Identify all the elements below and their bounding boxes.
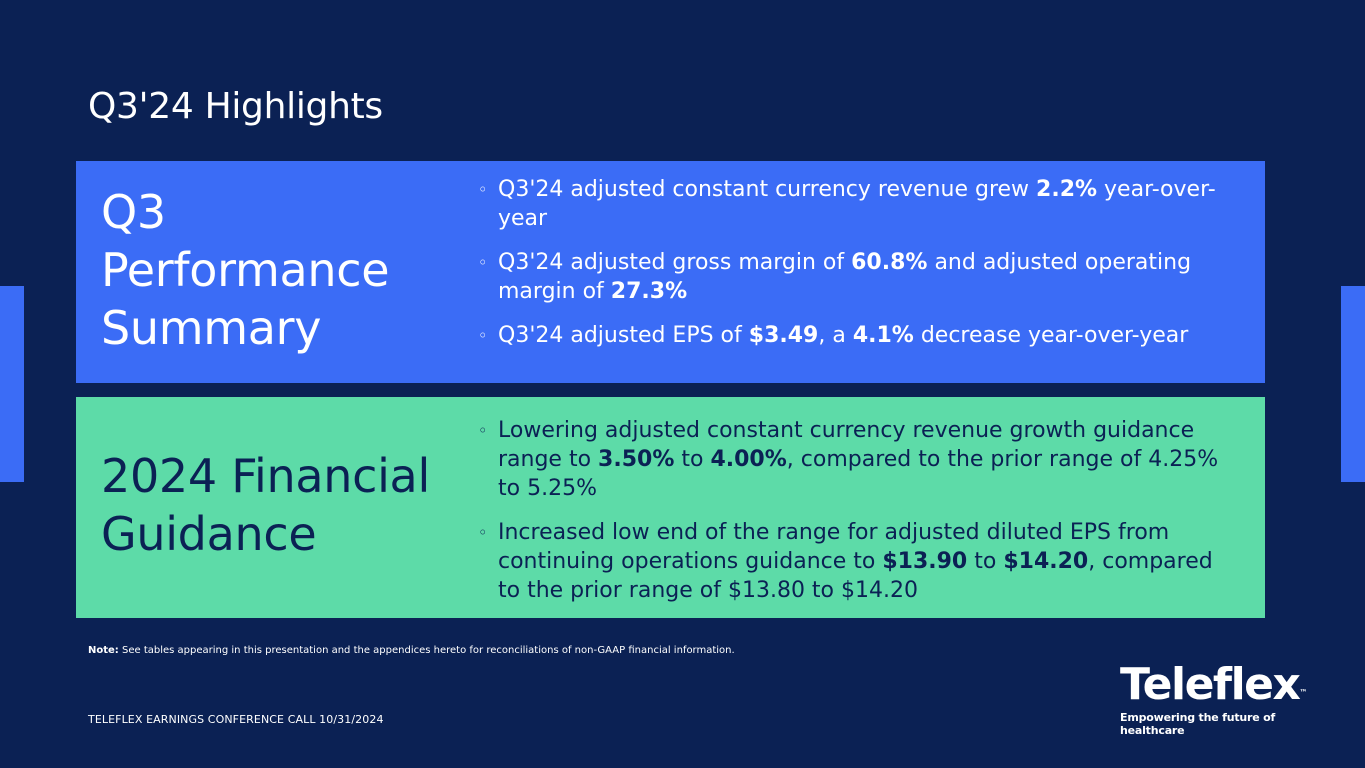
bullet-text: , a	[818, 323, 853, 348]
performance-bullet-list: ◦ Q3'24 adjusted constant currency revenu…	[478, 175, 1238, 365]
list-item: ◦ Q3'24 adjusted constant currency revenu…	[478, 175, 1238, 233]
right-side-accent	[1341, 286, 1365, 482]
footnote: Note: See tables appearing in this prese…	[88, 645, 735, 656]
logo-tagline: Empowering the future of healthcare	[1120, 711, 1276, 737]
left-side-accent	[0, 286, 24, 482]
bullet-emphasis: 2.2%	[1036, 177, 1098, 202]
bullet-emphasis: $13.90	[882, 549, 968, 574]
bullet-text: year-over-year	[498, 177, 1216, 231]
teleflex-logo: Teleflex™ Empowering the future of healt…	[1120, 662, 1330, 738]
bullet-emphasis: 4.1%	[852, 323, 914, 348]
bullet-emphasis: 3.50%	[598, 447, 675, 472]
footer-caption: TELEFLEX EARNINGS CONFERENCE CALL 10/31/…	[88, 713, 384, 726]
guidance-heading: 2024 Financial Guidance	[101, 449, 430, 561]
bullet-text: and adjusted operating margin of	[498, 250, 1192, 304]
hollow-circle-bullet-icon: ◦	[478, 523, 488, 542]
bullet-emphasis: $3.49	[748, 323, 819, 348]
bullet-text: Q3'24 adjusted constant currency revenue…	[498, 177, 1037, 202]
bullet-text: , compared to the prior range of $13.80 …	[498, 549, 1213, 603]
bullet-text: Q3'24 adjusted EPS of	[498, 323, 749, 348]
bullet-text: decrease year-over-year	[913, 323, 1189, 348]
list-item: ◦ Q3'24 adjusted EPS of $3.49, a 4.1% dec…	[478, 321, 1238, 350]
hollow-circle-bullet-icon: ◦	[478, 180, 488, 199]
bullet-text: , compared to the prior range of 4.25% t…	[498, 447, 1219, 501]
footnote-label: Note:	[88, 645, 119, 656]
list-item: ◦ Q3'24 adjusted gross margin of 60.8% an…	[478, 248, 1238, 306]
page-title: Q3'24 Highlights	[88, 86, 383, 127]
hollow-circle-bullet-icon: ◦	[478, 253, 488, 272]
list-item: ◦ Increased low end of the range for adju…	[478, 518, 1238, 605]
financial-guidance-panel: 2024 Financial Guidance ◦ Lowering adjust…	[76, 397, 1265, 618]
bullet-text: Increased low end of the range for adjus…	[498, 520, 1170, 574]
bullet-emphasis: $14.20	[1003, 549, 1089, 574]
bullet-emphasis: 4.00%	[710, 447, 787, 472]
logo-wordmark: Teleflex™	[1120, 662, 1330, 708]
footnote-text: See tables appearing in this presentatio…	[118, 645, 735, 656]
hollow-circle-bullet-icon: ◦	[478, 421, 488, 440]
bullet-text: to	[674, 447, 711, 472]
bullet-text: to	[967, 549, 1004, 574]
bullet-emphasis: 27.3%	[610, 279, 688, 304]
performance-heading: Q3 Performance Summary	[101, 185, 390, 355]
guidance-bullet-list: ◦ Lowering adjusted constant currency rev…	[478, 416, 1238, 620]
bullet-text: Lowering adjusted constant currency reve…	[498, 418, 1195, 472]
hollow-circle-bullet-icon: ◦	[478, 326, 488, 345]
trademark-symbol: ™	[1299, 688, 1308, 697]
performance-summary-panel: Q3 Performance Summary ◦ Q3'24 adjusted c…	[76, 161, 1265, 383]
list-item: ◦ Lowering adjusted constant currency rev…	[478, 416, 1238, 503]
bullet-emphasis: 60.8%	[851, 250, 928, 275]
logo-wordmark-text: Teleflex	[1120, 659, 1301, 710]
bullet-text: Q3'24 adjusted gross margin of	[498, 250, 852, 275]
